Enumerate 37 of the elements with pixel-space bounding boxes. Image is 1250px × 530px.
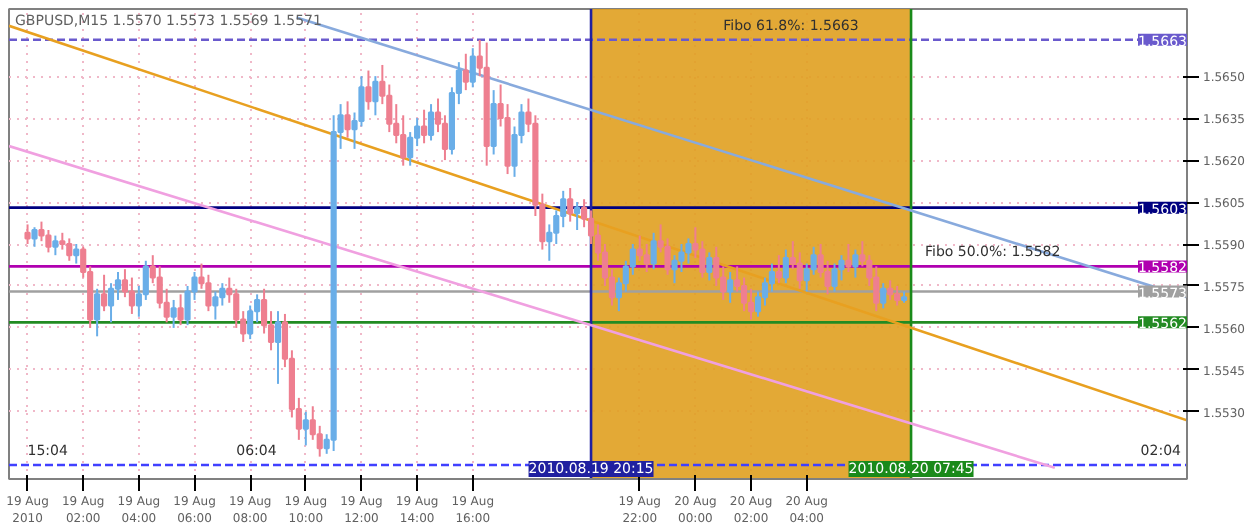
candlestick — [845, 243, 852, 273]
candlestick — [52, 234, 59, 257]
candlestick — [94, 287, 101, 338]
candlestick — [775, 254, 782, 285]
candlestick — [831, 262, 838, 293]
candlestick — [427, 103, 435, 142]
candlestick — [302, 410, 309, 447]
candlestick — [100, 273, 108, 313]
candlestick — [852, 248, 859, 279]
candlestick — [706, 251, 713, 282]
candlestick — [274, 310, 282, 385]
candlestick — [650, 231, 657, 271]
candlestick — [462, 52, 469, 92]
candlestick — [31, 226, 38, 248]
candlestick — [128, 276, 135, 315]
candlestick — [45, 229, 52, 254]
candlestick — [66, 237, 73, 262]
candlestick — [567, 187, 574, 223]
candlestick — [887, 279, 894, 301]
candlestick — [212, 290, 219, 321]
candlestick — [177, 293, 184, 327]
candlestick — [73, 243, 80, 265]
candlestick — [24, 223, 31, 245]
candlestick — [170, 298, 177, 329]
candlestick — [643, 243, 650, 273]
candlestick — [372, 75, 379, 117]
candlestick — [685, 237, 692, 265]
candlestick — [344, 100, 351, 139]
candlestick — [880, 282, 887, 310]
candlestick — [782, 248, 789, 285]
candlestick — [469, 47, 476, 89]
candlestick — [894, 284, 901, 307]
candlestick — [365, 69, 372, 111]
candlestick — [490, 89, 497, 156]
candlestick — [574, 201, 581, 232]
candlestick — [421, 108, 428, 145]
candlestick — [727, 270, 734, 304]
